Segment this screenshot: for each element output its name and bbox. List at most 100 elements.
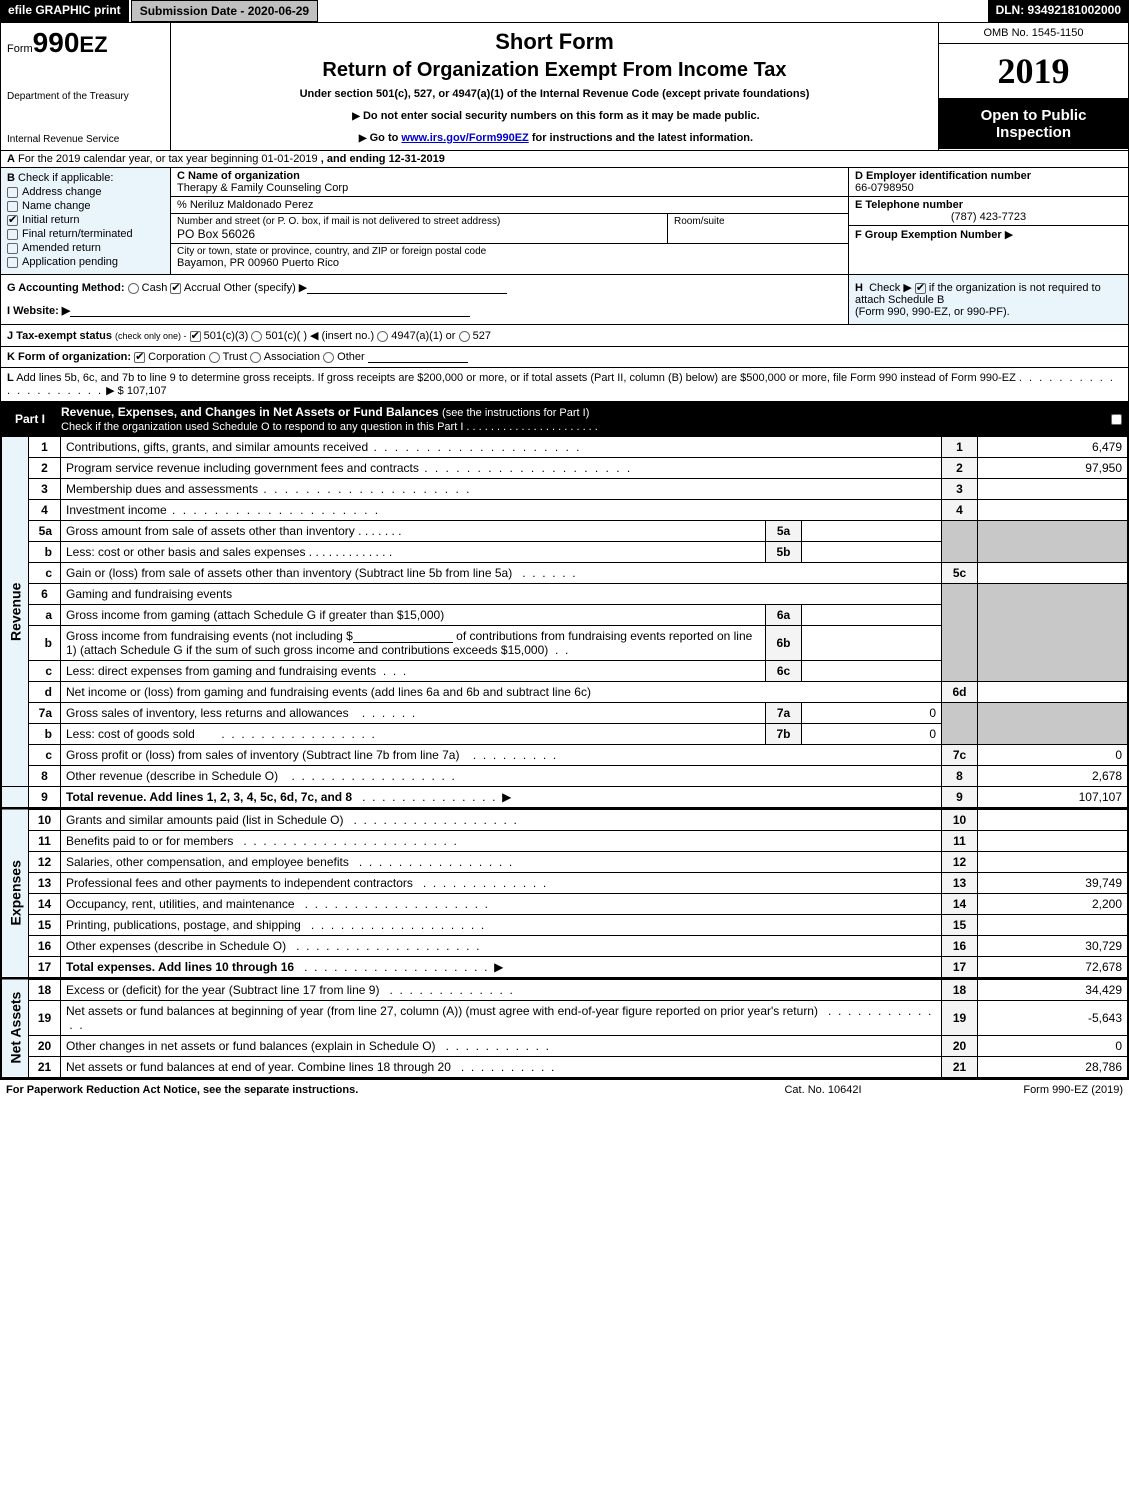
phone-value: (787) 423-7723 (855, 211, 1122, 223)
line-midval: 0 (802, 724, 942, 745)
table-row: cGain or (loss) from sale of assets othe… (2, 563, 1128, 584)
row-a: A For the 2019 calendar year, or tax yea… (1, 151, 1128, 168)
line-val: 97,950 (978, 458, 1128, 479)
line-val: -5,643 (978, 1001, 1128, 1036)
submission-date: Submission Date - 2020-06-29 (131, 0, 318, 22)
line-midval (802, 626, 942, 661)
line-val: 2,200 (978, 894, 1128, 915)
dept-irs: Internal Revenue Service (7, 134, 164, 145)
line-val: 0 (978, 1036, 1128, 1057)
c-street: Number and street (or P. O. box, if mail… (171, 214, 668, 243)
checkbox-icon (7, 229, 18, 240)
revenue-vlabel: Revenue (2, 437, 29, 787)
table-row: Revenue 1 Contributions, gifts, grants, … (2, 437, 1128, 458)
line-val (978, 915, 1128, 936)
chk-amended-return[interactable]: Amended return (7, 242, 164, 254)
line-num: 1 (29, 437, 61, 458)
checkbox-icon[interactable] (1111, 414, 1122, 425)
header-right: OMB No. 1545-1150 2019 Open to Public In… (938, 23, 1128, 150)
checkbox-icon (7, 215, 18, 226)
checkbox-icon[interactable] (915, 283, 926, 294)
website-input[interactable] (70, 305, 470, 317)
radio-icon[interactable] (251, 331, 262, 342)
col-b: B Check if applicable: Address change Na… (1, 168, 171, 274)
line-val: 72,678 (978, 957, 1128, 978)
other-specify-input[interactable] (307, 282, 507, 294)
chk-name-change[interactable]: Name change (7, 200, 164, 212)
org-name: Therapy & Family Counseling Corp (177, 182, 842, 194)
line-val: 28,786 (978, 1057, 1128, 1078)
form-suffix: EZ (79, 32, 107, 57)
line-val (978, 500, 1128, 521)
checkbox-icon[interactable] (170, 283, 181, 294)
table-row: 8Other revenue (describe in Schedule O) … (2, 766, 1128, 787)
radio-icon[interactable] (250, 352, 261, 363)
street-value: PO Box 56026 (177, 227, 661, 241)
radio-icon[interactable] (377, 331, 388, 342)
footer-mid: Cat. No. 10642I (723, 1084, 923, 1096)
checkbox-icon[interactable] (190, 331, 201, 342)
c-street-row: Number and street (or P. O. box, if mail… (171, 214, 848, 244)
chk-address-change[interactable]: Address change (7, 186, 164, 198)
table-row: 5aGross amount from sale of assets other… (2, 521, 1128, 542)
line-midval (802, 542, 942, 563)
row-a-label: A (7, 153, 15, 165)
open-to-public: Open to Public Inspection (939, 99, 1128, 149)
table-row: dNet income or (loss) from gaming and fu… (2, 682, 1128, 703)
efile-label: efile GRAPHIC print (0, 0, 129, 22)
col-c: C Name of organization Therapy & Family … (171, 168, 848, 274)
fundraising-amount-input[interactable] (353, 631, 453, 643)
line-val: 0 (978, 745, 1128, 766)
col-def: D Employer identification number 66-0798… (848, 168, 1128, 274)
form-prefix: Form (7, 43, 33, 55)
row-gh: G Accounting Method: Cash Accrual Other … (1, 275, 1128, 325)
checkbox-icon (7, 243, 18, 254)
header-mid: Short Form Return of Organization Exempt… (171, 23, 938, 150)
c-room: Room/suite (668, 214, 848, 243)
dept-treasury: Department of the Treasury (7, 91, 164, 102)
row-h: H Check ▶ if the organization is not req… (848, 275, 1128, 324)
table-row: 15Printing, publications, postage, and s… (2, 915, 1128, 936)
row-j: J Tax-exempt status (check only one) - 5… (1, 325, 1128, 347)
header-left: Form990EZ Department of the Treasury Int… (1, 23, 171, 150)
table-row: 3Membership dues and assessments 3 (2, 479, 1128, 500)
line-midval (802, 661, 942, 682)
footer-left: For Paperwork Reduction Act Notice, see … (6, 1084, 723, 1096)
checkbox-icon (7, 257, 18, 268)
table-row: 4Investment income 4 (2, 500, 1128, 521)
chk-application-pending[interactable]: Application pending (7, 256, 164, 268)
radio-icon[interactable] (128, 283, 139, 294)
table-row: 6Gaming and fundraising events (2, 584, 1128, 605)
radio-icon[interactable] (209, 352, 220, 363)
line-val (978, 563, 1128, 584)
spacer (318, 0, 987, 22)
table-row: 17Total expenses. Add lines 10 through 1… (2, 957, 1128, 978)
other-org-input[interactable] (368, 351, 468, 363)
part1-label: Part I (7, 410, 53, 428)
part1-header: Part I Revenue, Expenses, and Changes in… (1, 402, 1128, 436)
chk-final-return[interactable]: Final return/terminated (7, 228, 164, 240)
table-row: Net Assets 18Excess or (deficit) for the… (2, 979, 1128, 1001)
form-outer: Form990EZ Department of the Treasury Int… (0, 22, 1129, 1079)
table-row: 14Occupancy, rent, utilities, and mainte… (2, 894, 1128, 915)
chk-initial-return[interactable]: Initial return (7, 214, 164, 226)
c-name: C Name of organization Therapy & Family … (171, 168, 848, 197)
row-i-label: I Website: ▶ (7, 305, 70, 317)
form-id: Form990EZ (7, 27, 164, 59)
expenses-table: Expenses 10Grants and similar amounts pa… (1, 808, 1128, 978)
irs-link[interactable]: www.irs.gov/Form990EZ (401, 132, 528, 144)
radio-icon[interactable] (323, 352, 334, 363)
line-val: 6,479 (978, 437, 1128, 458)
table-row: 21Net assets or fund balances at end of … (2, 1057, 1128, 1078)
row-g: G Accounting Method: Cash Accrual Other … (1, 275, 848, 324)
row-f: F Group Exemption Number ▶ (849, 226, 1128, 243)
row-k: K Form of organization: Corporation Trus… (1, 347, 1128, 368)
line-midval: 0 (802, 703, 942, 724)
dln-label: DLN: 93492181002000 (988, 0, 1129, 22)
checkbox-icon[interactable] (134, 352, 145, 363)
top-bar: efile GRAPHIC print Submission Date - 20… (0, 0, 1129, 22)
tax-year: 2019 (939, 44, 1128, 99)
line-val (978, 831, 1128, 852)
table-row: 20Other changes in net assets or fund ba… (2, 1036, 1128, 1057)
radio-icon[interactable] (459, 331, 470, 342)
